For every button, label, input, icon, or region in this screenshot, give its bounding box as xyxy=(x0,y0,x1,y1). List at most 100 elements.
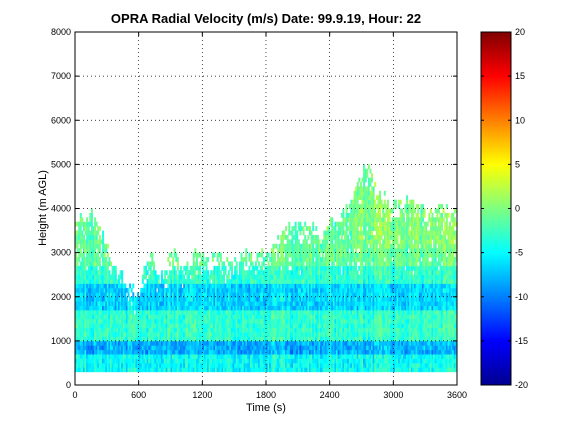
heatmap-cell xyxy=(297,301,300,306)
heatmap-cell xyxy=(82,314,85,320)
heatmap-cell xyxy=(242,283,245,289)
heatmap-cell xyxy=(353,190,356,196)
heatmap-cell xyxy=(221,354,224,359)
heatmap-cell xyxy=(218,309,221,315)
heatmap-cell xyxy=(100,287,103,293)
heatmap-cell xyxy=(106,314,109,320)
heatmap-cell xyxy=(305,292,308,298)
heatmap-cell xyxy=(167,257,170,262)
heatmap-cell xyxy=(331,230,334,236)
heatmap-cell xyxy=(277,362,280,368)
heatmap-cell xyxy=(275,243,278,249)
heatmap-cell xyxy=(307,362,310,368)
heatmap-cell xyxy=(92,252,95,258)
heatmap-cell xyxy=(350,345,353,351)
heatmap-cell xyxy=(75,279,77,284)
heatmap-cell xyxy=(105,296,108,302)
heatmap-cell xyxy=(199,296,202,302)
heatmap-cell xyxy=(278,332,281,337)
heatmap-cell xyxy=(213,358,216,364)
heatmap-cell xyxy=(288,252,291,258)
heatmap-cell xyxy=(251,362,254,368)
heatmap-cell xyxy=(100,349,103,355)
heatmap-cell xyxy=(285,362,288,368)
heatmap-cell xyxy=(78,265,81,271)
heatmap-cell xyxy=(149,252,152,258)
heatmap-cell xyxy=(324,336,327,342)
heatmap-cell xyxy=(297,336,300,342)
heatmap-cell xyxy=(195,332,198,337)
heatmap-cell xyxy=(272,274,275,280)
heatmap-cell xyxy=(143,340,146,346)
heatmap-cell xyxy=(230,287,233,293)
heatmap-cell xyxy=(122,327,125,333)
heatmap-cell xyxy=(272,257,275,262)
heatmap-cell xyxy=(103,345,106,351)
heatmap-cell xyxy=(200,332,203,337)
heatmap-cell xyxy=(234,309,237,315)
heatmap-cell xyxy=(245,252,248,258)
heatmap-cell xyxy=(343,362,346,368)
heatmap-cell xyxy=(181,270,184,276)
heatmap-cell xyxy=(332,367,335,373)
heatmap-cell xyxy=(278,243,281,249)
heatmap-cell xyxy=(167,314,170,320)
heatmap-cell xyxy=(262,283,265,289)
heatmap-cell xyxy=(157,296,160,302)
heatmap-cell xyxy=(286,309,289,315)
heatmap-cell xyxy=(97,332,100,337)
heatmap-cell xyxy=(82,265,85,271)
heatmap-cell xyxy=(102,234,105,240)
heatmap-cell xyxy=(350,279,353,284)
heatmap-cell xyxy=(356,243,359,249)
heatmap-cell xyxy=(329,265,332,271)
heatmap-cell xyxy=(211,301,214,306)
heatmap-cell xyxy=(95,340,98,346)
heatmap-cell xyxy=(323,239,326,245)
heatmap-cell xyxy=(310,332,313,337)
heatmap-cell xyxy=(110,305,113,311)
heatmap-cell xyxy=(184,309,187,315)
heatmap-cell xyxy=(78,239,81,245)
heatmap-cell xyxy=(336,279,339,284)
heatmap-cell xyxy=(301,279,304,284)
heatmap-cell xyxy=(258,283,261,289)
heatmap-cell xyxy=(200,354,203,359)
heatmap-cell xyxy=(350,332,353,337)
heatmap-cell xyxy=(176,336,179,342)
heatmap-cell xyxy=(304,340,307,346)
heatmap-cell xyxy=(316,340,319,346)
heatmap-cell xyxy=(172,362,175,368)
heatmap-cell xyxy=(301,332,304,337)
heatmap-cell xyxy=(215,287,218,293)
heatmap-cell xyxy=(229,265,232,271)
heatmap-cell xyxy=(106,349,109,355)
heatmap-cell xyxy=(363,332,366,337)
heatmap-cell xyxy=(92,327,95,333)
heatmap-cell xyxy=(79,332,82,337)
heatmap-cell xyxy=(243,314,246,320)
heatmap-cell xyxy=(199,318,202,324)
heatmap-cell xyxy=(296,248,299,254)
heatmap-cell xyxy=(280,345,283,351)
heatmap-cell xyxy=(176,349,179,355)
heatmap-cell xyxy=(176,332,179,337)
heatmap-cell xyxy=(332,301,335,306)
heatmap-cell xyxy=(189,354,192,359)
heatmap-cell xyxy=(285,323,288,329)
heatmap-cell xyxy=(156,336,159,342)
heatmap-cell xyxy=(230,270,233,276)
heatmap-cell xyxy=(75,327,77,333)
heatmap-cell xyxy=(178,367,181,373)
heatmap-cell xyxy=(318,248,321,254)
heatmap-cell xyxy=(119,340,122,346)
heatmap-cell xyxy=(256,349,259,355)
heatmap-cell xyxy=(248,265,251,271)
heatmap-cell xyxy=(95,234,98,240)
heatmap-cell xyxy=(266,345,268,351)
heatmap-cell xyxy=(137,345,140,351)
heatmap-cell xyxy=(326,358,329,364)
heatmap-cell xyxy=(343,345,346,351)
heatmap-cell xyxy=(90,270,93,276)
heatmap-cell xyxy=(358,257,361,262)
